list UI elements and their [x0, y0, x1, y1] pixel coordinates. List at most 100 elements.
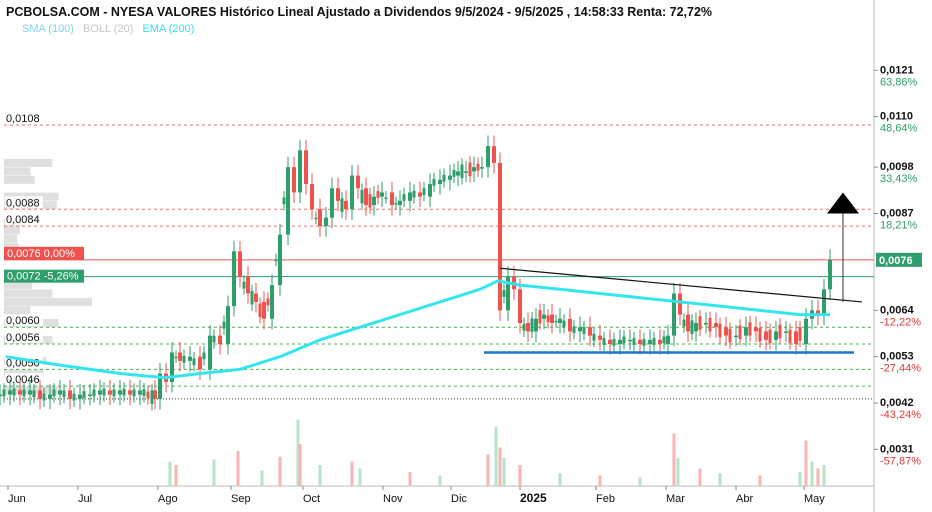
candle-body [394, 202, 398, 205]
volume-profile-bar [4, 297, 92, 306]
level-label-bg [5, 196, 43, 209]
candle-body [72, 393, 76, 401]
candle-body [330, 188, 334, 218]
chart-title: PCBOLSA.COM - NYESA VALORES Histórico Li… [6, 5, 713, 19]
candle-body [402, 194, 406, 201]
candle-body [778, 324, 782, 339]
candle-body [438, 179, 442, 184]
right-axis-pct: 18,21% [880, 219, 918, 231]
candle-body [292, 167, 296, 193]
candle-body [98, 390, 102, 395]
volume-bar [810, 461, 814, 486]
legend-ema[interactable]: EMA (200) [142, 23, 195, 35]
candle-body [254, 293, 258, 302]
candle-body [122, 388, 126, 396]
candle-body [622, 336, 626, 344]
candle-body [266, 298, 270, 306]
candle-body [418, 192, 422, 197]
candle-body [694, 323, 698, 332]
candle-body [150, 390, 154, 404]
x-axis-label: Ago [158, 493, 178, 505]
candle-body [546, 315, 550, 323]
candle-body [170, 352, 174, 382]
candle-body [344, 200, 348, 210]
candle-body [754, 327, 758, 332]
volume-bar [816, 468, 820, 486]
candle-body [678, 293, 682, 315]
candle-body [232, 251, 236, 307]
candle-body [632, 338, 636, 345]
candle-body [222, 321, 226, 329]
candle-body [112, 389, 116, 397]
candle-body [202, 352, 206, 360]
candle-body [464, 171, 468, 173]
volume-profile-bar [4, 306, 31, 315]
candle-body [662, 336, 666, 344]
candle-body [612, 339, 616, 346]
candle-body [132, 389, 136, 397]
candle-body [422, 188, 426, 195]
candle-body [372, 196, 376, 206]
volume-bar [174, 465, 178, 486]
candle-body [8, 390, 12, 395]
candle-body [270, 285, 274, 319]
candle-body [774, 331, 778, 340]
volume-bar [518, 465, 522, 486]
volume-bar [212, 459, 216, 486]
candle-body [526, 323, 530, 332]
candle-body [698, 316, 702, 330]
candle-body [380, 192, 384, 197]
candle-body [476, 163, 480, 171]
candle-body [672, 293, 676, 336]
right-axis-price: 0,0121 [880, 64, 914, 76]
volume-bar [168, 461, 172, 486]
x-axis-label: Feb [596, 493, 615, 505]
candle-body [442, 174, 446, 182]
candle-body [718, 323, 722, 338]
volume-bar [598, 475, 602, 486]
candle-body [298, 150, 302, 193]
x-axis-label: 2025 [520, 491, 547, 505]
candle-body [138, 390, 142, 395]
right-axis-price: 0,0053 [880, 351, 914, 363]
candle-body [158, 373, 162, 399]
legend-sma[interactable]: SMA (100) [22, 23, 74, 35]
candle-body [724, 327, 728, 336]
candle-body [318, 209, 322, 227]
candle-body [262, 301, 266, 319]
x-axis-label: Nov [383, 493, 403, 505]
right-axis-price: 0,0064 [880, 304, 915, 316]
volume-bar [502, 458, 506, 486]
candle-body [38, 390, 42, 399]
right-axis-pct: -57,87% [880, 455, 921, 467]
candle-body [658, 339, 662, 345]
volume-profile-bar [4, 234, 18, 243]
candle-body [572, 326, 576, 334]
level-label: 0,0108 [6, 113, 40, 125]
volume-bar [798, 472, 802, 486]
candle-body [368, 194, 372, 208]
legend-boll[interactable]: BOLL (20) [83, 23, 134, 35]
candle-body [304, 150, 308, 184]
candle-body [52, 389, 56, 397]
volume-bar [822, 465, 826, 486]
candle-body [568, 318, 572, 332]
volume-bar [486, 454, 490, 486]
volume-profile-bar [4, 281, 33, 290]
candle-body [578, 327, 582, 332]
current-price-axis-label: 0,0076 [879, 255, 913, 267]
volume-bar [350, 461, 354, 486]
candle-body [558, 318, 562, 323]
volume-profile-bar [4, 289, 53, 298]
candle-body [652, 338, 656, 345]
candle-body [32, 390, 36, 398]
volume-bar [318, 465, 322, 486]
candle-body [744, 327, 748, 336]
candle-body [748, 322, 752, 336]
candle-body [456, 171, 460, 176]
right-axis-pct: -43,24% [880, 409, 921, 421]
candle-body [118, 390, 122, 395]
candle-body [506, 276, 510, 311]
candle-body [282, 197, 286, 205]
candle-body [78, 394, 82, 399]
